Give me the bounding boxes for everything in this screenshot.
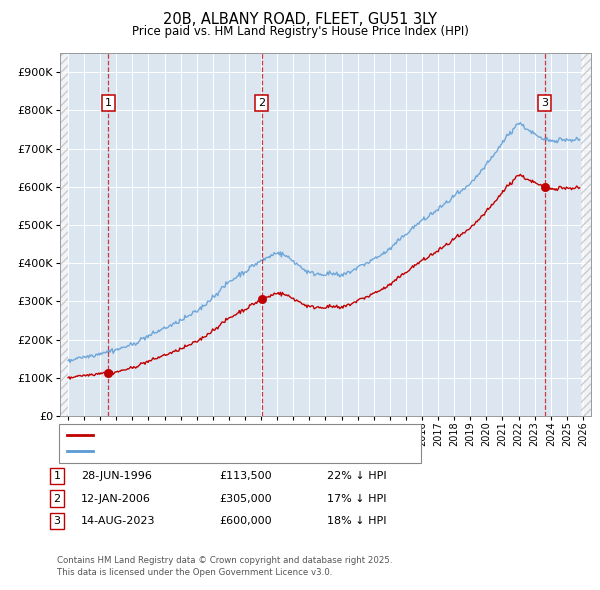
Text: 17% ↓ HPI: 17% ↓ HPI [327,494,386,503]
Text: 2: 2 [258,98,265,108]
Text: 20B, ALBANY ROAD, FLEET, GU51 3LY: 20B, ALBANY ROAD, FLEET, GU51 3LY [163,12,437,27]
Text: 28-JUN-1996: 28-JUN-1996 [81,471,152,481]
Text: HPI: Average price, detached house, Hart: HPI: Average price, detached house, Hart [98,446,313,456]
Text: 22% ↓ HPI: 22% ↓ HPI [327,471,386,481]
Text: 18% ↓ HPI: 18% ↓ HPI [327,516,386,526]
Text: £113,500: £113,500 [219,471,272,481]
Text: £600,000: £600,000 [219,516,272,526]
Text: 1: 1 [104,98,112,108]
Text: 3: 3 [53,516,61,526]
Text: Contains HM Land Registry data © Crown copyright and database right 2025.
This d: Contains HM Land Registry data © Crown c… [57,556,392,576]
Text: 3: 3 [541,98,548,108]
Text: £305,000: £305,000 [219,494,272,503]
Text: 2: 2 [53,494,61,503]
Text: 12-JAN-2006: 12-JAN-2006 [81,494,151,503]
Text: 20B, ALBANY ROAD, FLEET, GU51 3LY (detached house): 20B, ALBANY ROAD, FLEET, GU51 3LY (detac… [98,430,388,440]
Bar [60,53,68,416]
Text: Price paid vs. HM Land Registry's House Price Index (HPI): Price paid vs. HM Land Registry's House … [131,25,469,38]
Bar [581,53,591,416]
Text: 1: 1 [53,471,61,481]
Text: 14-AUG-2023: 14-AUG-2023 [81,516,155,526]
